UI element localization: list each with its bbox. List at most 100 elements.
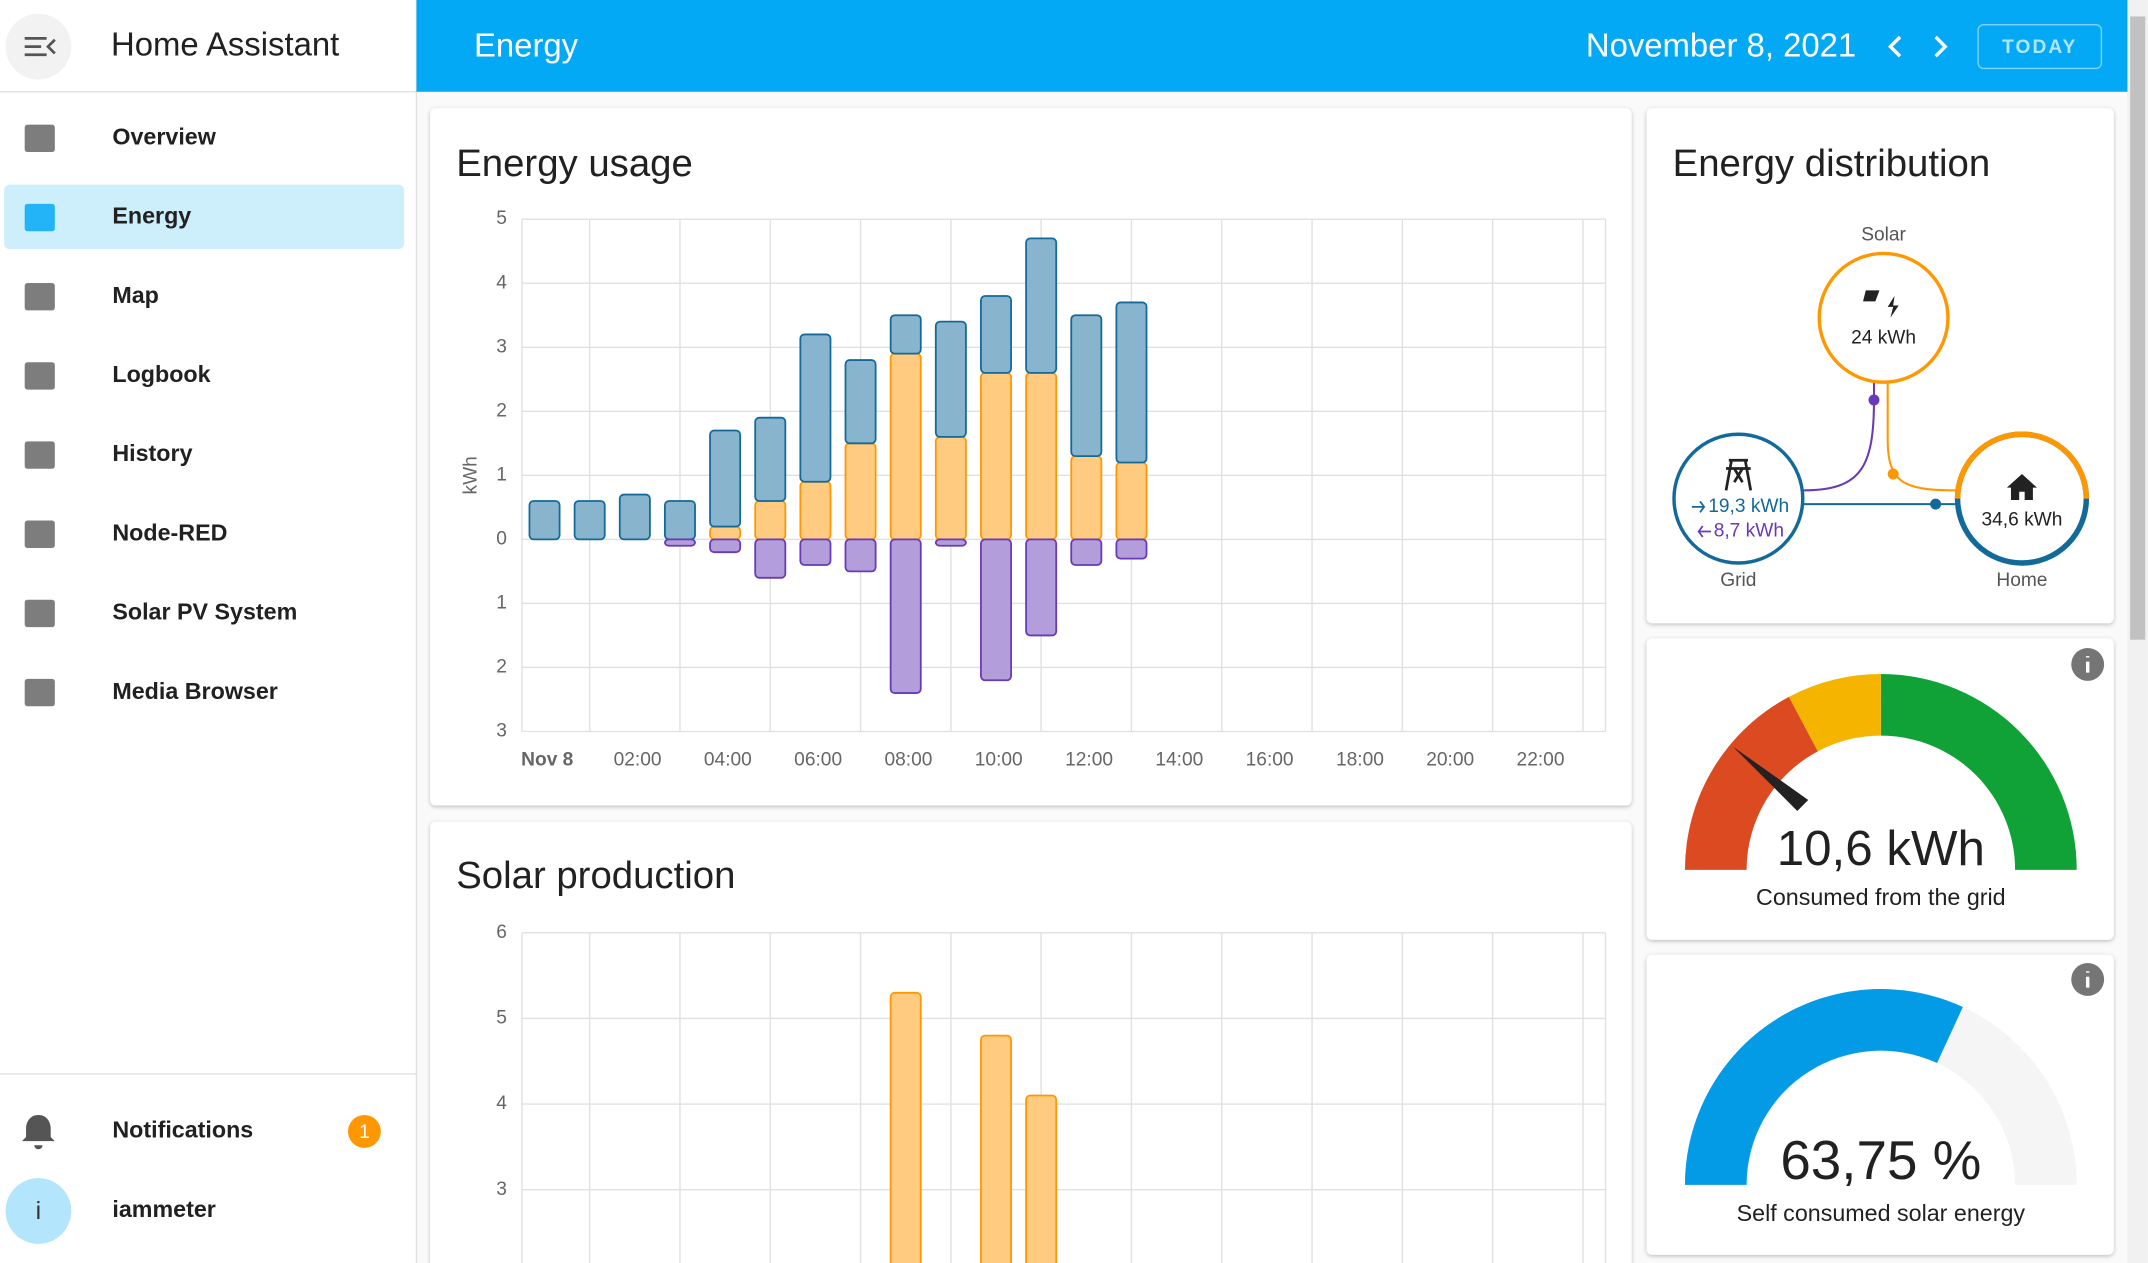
today-button[interactable]: [1977, 23, 2103, 70]
nav-icon: [24, 362, 55, 390]
card-title: Solar production: [456, 854, 735, 897]
bar: [573, 500, 606, 541]
gauge-segment: [1684, 696, 1818, 870]
x-tick-label: 02:00: [614, 749, 662, 770]
prev-button[interactable]: [1888, 35, 1902, 58]
bar: [889, 991, 922, 1263]
bar: [980, 538, 1012, 682]
bar: [844, 442, 877, 541]
grid-in: 19,3 kWh: [1708, 496, 1789, 517]
node-label: Solar: [1861, 225, 1906, 246]
bar: [889, 538, 922, 694]
bar: [934, 320, 967, 438]
bar: [1070, 314, 1103, 458]
bar: [1025, 538, 1058, 637]
x-tick-label: 04:00: [704, 749, 752, 770]
y-tick-label: 4: [496, 272, 507, 293]
bar: [1115, 461, 1148, 541]
grid-out: 8,7 kWh: [1714, 521, 1784, 542]
bar: [709, 538, 742, 554]
nav-item[interactable]: Media Browser: [112, 678, 278, 704]
card-title: Energy usage: [456, 142, 693, 185]
bar: [664, 500, 696, 541]
y-axis-label: kWh: [460, 456, 481, 494]
notification-badge: 1: [359, 1122, 370, 1143]
bar: [799, 333, 832, 483]
x-tick-label: 16:00: [1246, 749, 1294, 770]
x-tick-label: 20:00: [1426, 749, 1474, 770]
bar: [799, 538, 832, 566]
notifications[interactable]: Notifications: [112, 1117, 253, 1143]
nav-item[interactable]: Logbook: [112, 361, 210, 387]
nav-icon: [24, 678, 55, 707]
gauge-label: Consumed from the grid: [1756, 884, 2006, 910]
sidebar: Home Assistant Overview Energy Map Logbook H…: [0, 0, 418, 1263]
nav-item[interactable]: Node-RED: [112, 519, 227, 545]
y-tick-label: 0: [496, 528, 507, 549]
bar: [980, 371, 1012, 541]
y-tick-label: 1: [496, 464, 507, 485]
x-tick-label: 08:00: [884, 749, 932, 770]
x-tick-label: 12:00: [1065, 749, 1113, 770]
bar: [664, 538, 696, 547]
today-label[interactable]: TODAY: [2002, 37, 2077, 58]
nav-icon: [24, 520, 55, 548]
bar: [709, 429, 742, 528]
nav-highlight: [4, 184, 405, 250]
gauge-value: 10,6 kWh: [1777, 821, 1985, 876]
nav-item[interactable]: Solar PV System: [112, 599, 297, 625]
app-title: Home Assistant: [111, 25, 339, 62]
page-title: Energy: [474, 27, 579, 64]
energy-distribution: Energy distribution Solar 24 kWh 19,3 kW…: [1672, 142, 2090, 591]
bar: [844, 538, 877, 573]
y-tick-label: 5: [496, 1008, 507, 1029]
bar: [709, 525, 742, 541]
bar: [889, 352, 922, 541]
gauges: 10,6 kWh Consumed from the grid 63,75 % …: [1684, 647, 2105, 1226]
card-title: Energy distribution: [1673, 142, 1991, 185]
y-tick-label: 2: [496, 657, 507, 678]
x-tick-label: 14:00: [1155, 749, 1203, 770]
bar: [934, 538, 967, 547]
bar: [980, 295, 1012, 374]
bar: [1025, 1094, 1058, 1263]
nav-item[interactable]: Overview: [112, 124, 216, 150]
y-tick-label: 3: [496, 721, 507, 742]
x-tick-label: 10:00: [975, 749, 1023, 770]
gauge-label: Self consumed solar energy: [1737, 1200, 2026, 1226]
bar: [618, 493, 651, 541]
bar: [980, 1034, 1012, 1263]
bar: [1070, 538, 1103, 566]
bar: [1025, 237, 1058, 374]
date: November 8, 2021: [1586, 27, 1856, 64]
node-value: 24 kWh: [1851, 327, 1916, 348]
next-button[interactable]: [1934, 35, 1948, 58]
bar: [1115, 538, 1148, 560]
gauge-segment: [1880, 673, 2077, 870]
user-name[interactable]: iammeter: [112, 1196, 215, 1222]
bar: [799, 480, 832, 541]
bar: [844, 359, 877, 445]
gauge-value: 63,75 %: [1780, 1129, 1981, 1191]
nav-icon: [24, 441, 55, 469]
x-tick-label: Nov 8: [521, 749, 574, 770]
nav-icon: [24, 283, 55, 311]
avatar[interactable]: i: [36, 1198, 41, 1225]
node-value: 34,6 kWh: [1981, 510, 2062, 531]
bar: [754, 500, 787, 541]
bar: [934, 436, 967, 541]
bar: [754, 416, 787, 502]
nav-item[interactable]: Map: [112, 282, 159, 308]
nav-item[interactable]: History: [112, 440, 192, 466]
y-tick-label: 1: [496, 592, 507, 613]
nav-item[interactable]: Energy: [112, 203, 191, 229]
y-tick-label: 4: [496, 1093, 507, 1114]
gauge-fill: [1684, 989, 1963, 1185]
bar: [1115, 301, 1148, 464]
x-tick-label: 06:00: [794, 749, 842, 770]
y-tick-label: 5: [496, 208, 507, 229]
y-tick-label: 6: [496, 922, 507, 943]
header: Energy November 8, 2021 TODAY: [416, 0, 2129, 92]
